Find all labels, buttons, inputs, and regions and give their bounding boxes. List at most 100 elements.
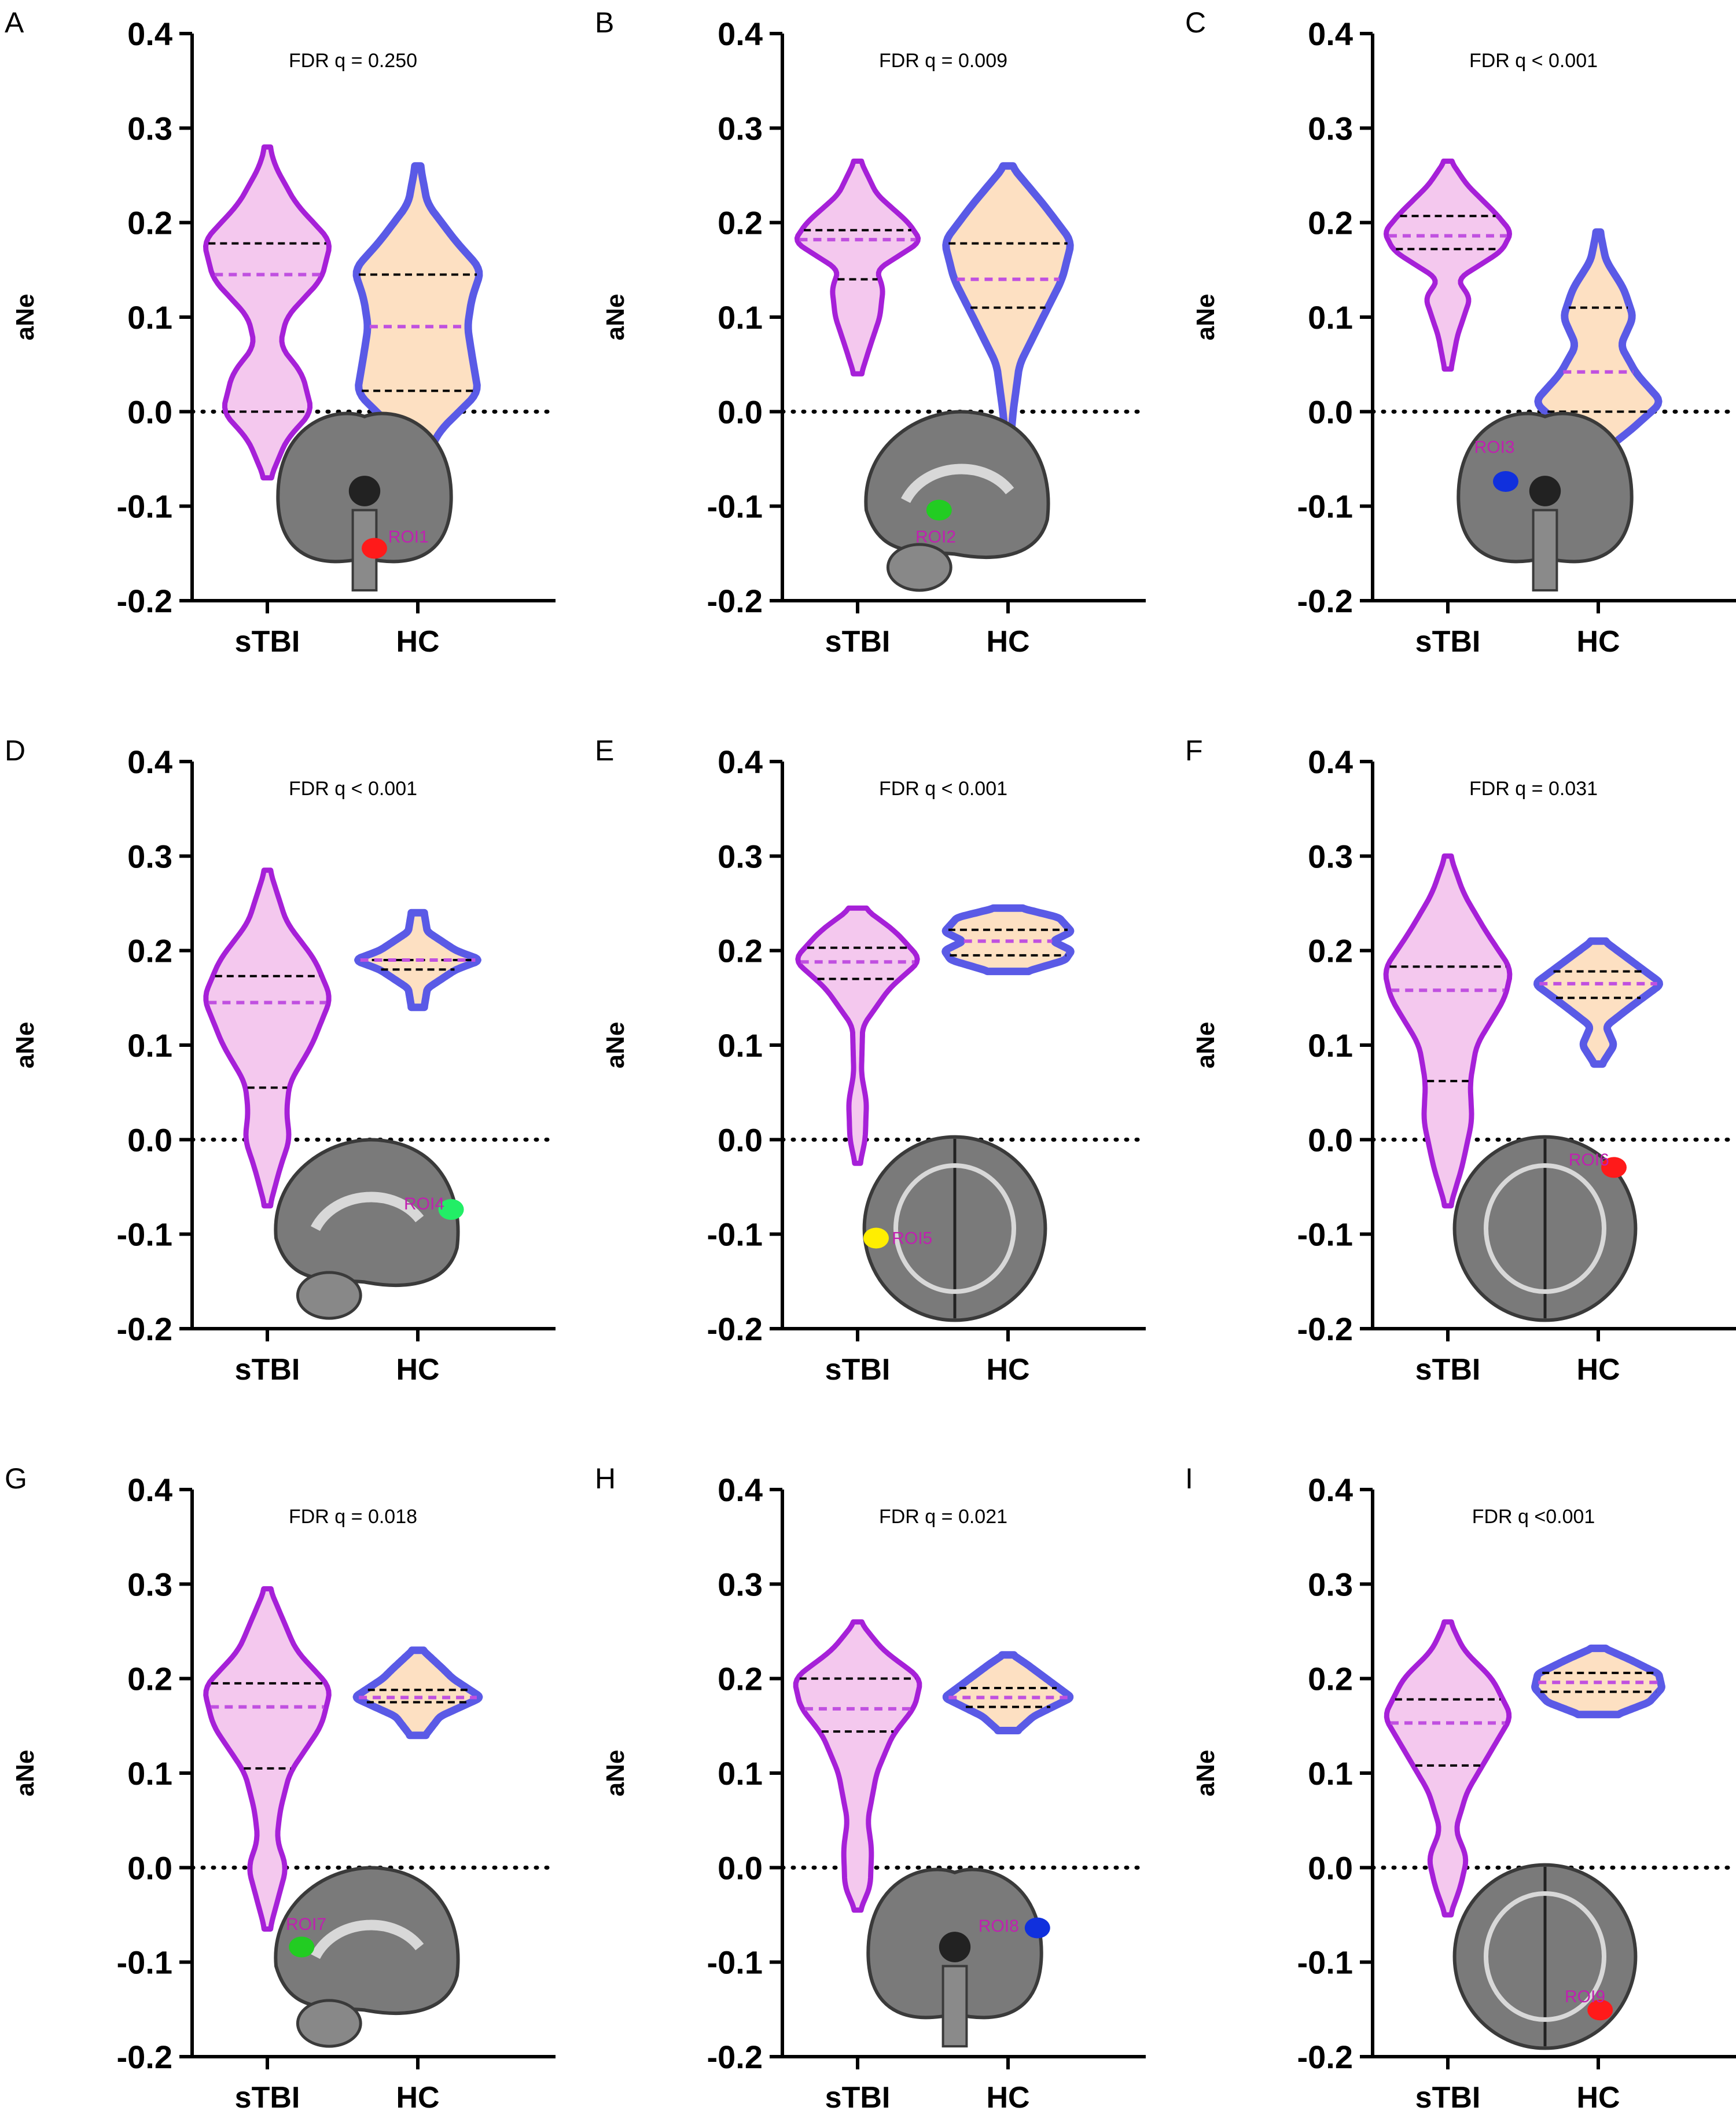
roi-label: ROI5	[892, 1229, 932, 1248]
panel-a: A FDR q = 0.250 0.4 0.3 0.2 0.1 0.0 -0.1 -0.2 aNe…	[5, 6, 558, 659]
y-tick-label: 0.1	[127, 1755, 172, 1792]
violin-body	[203, 144, 332, 481]
y-tick-label: 0.0	[718, 394, 763, 430]
brain-image: ROI2	[864, 410, 1050, 592]
y-tick-label: 0.0	[1308, 1849, 1353, 1886]
corpus-callosum	[311, 1192, 424, 1231]
panel-letter: G	[5, 1462, 27, 1495]
panel-d: D FDR q < 0.001 0.4 0.3 0.2 0.1 0.0 -0.1 -0.2 aNe…	[5, 734, 558, 1387]
violin-hc	[942, 162, 1074, 458]
x-tick-label: HC	[986, 625, 1029, 659]
panel-e: E FDR q < 0.001 0.4 0.3 0.2 0.1 0.0 -0.1 -0.2 aNe…	[595, 734, 1148, 1387]
panel-letter: C	[1185, 6, 1206, 39]
violin-body	[793, 1619, 922, 1913]
y-tick-label: -0.2	[1297, 2039, 1354, 2075]
y-axis-title: aNe	[1191, 1022, 1220, 1069]
y-tick-label: 0.2	[1308, 933, 1353, 969]
violin-body	[1384, 1619, 1512, 1918]
roi-label: ROI2	[915, 528, 956, 547]
violin-stbi	[203, 1586, 332, 1932]
panel-g: G FDR q = 0.018 0.4 0.3 0.2 0.1 0.0 -0.1 -0.2 aNe…	[5, 1462, 558, 2115]
violin-hc	[1534, 228, 1663, 458]
y-tick-label: 0.0	[127, 1121, 172, 1158]
brain-image: ROI1	[276, 411, 453, 592]
roi-region	[289, 1936, 315, 1958]
roi-label: ROI4	[404, 1194, 444, 1214]
y-tick-label: 0.2	[127, 933, 172, 969]
fdr-label: FDR q = 0.009	[879, 50, 1007, 72]
y-tick-label: 0.4	[1308, 744, 1353, 780]
y-tick-label: -0.2	[117, 1311, 173, 1347]
corpus-callosum	[901, 464, 1014, 503]
roi-region	[1493, 471, 1518, 492]
y-tick-label: 0.2	[718, 205, 763, 241]
x-tick-label: HC	[396, 625, 439, 659]
y-tick-label: 0.2	[127, 205, 172, 241]
y-tick-label: -0.1	[117, 1216, 173, 1253]
y-tick-label: -0.2	[1297, 583, 1354, 619]
violin-stbi	[795, 905, 920, 1166]
brain-outline	[864, 410, 1050, 559]
panel-letter: H	[595, 1462, 616, 1495]
violin-body	[352, 162, 483, 472]
x-tick-label: HC	[986, 2081, 1029, 2115]
roi-label: ROI3	[1474, 438, 1515, 457]
y-axis-title: aNe	[11, 1750, 39, 1797]
y-tick-label: 0.1	[718, 1027, 763, 1064]
panel-b: B FDR q = 0.009 0.4 0.3 0.2 0.1 0.0 -0.1 -0.2 aNe…	[595, 6, 1148, 659]
roi-region	[1587, 1999, 1613, 2021]
roi-label: ROI6	[1569, 1150, 1609, 1170]
roi-label: ROI8	[979, 1917, 1019, 1936]
y-tick-label: 0.3	[127, 110, 172, 146]
violin-body	[1384, 159, 1512, 372]
y-tick-label: 0.4	[718, 16, 763, 52]
violin-body	[203, 1586, 332, 1932]
roi-region	[926, 499, 952, 521]
roi-label: ROI7	[286, 1915, 326, 1934]
violin-body	[942, 1651, 1074, 1734]
y-tick-label: 0.3	[1308, 838, 1353, 874]
fdr-label: FDR q = 0.250	[289, 50, 417, 72]
violin-body	[203, 867, 332, 1209]
violin-body	[1534, 228, 1663, 458]
x-tick-label: sTBI	[825, 2081, 891, 2115]
x-tick-label: sTBI	[235, 2081, 300, 2115]
panel-letter: E	[595, 734, 614, 767]
fdr-label: FDR q <0.001	[1472, 1506, 1595, 1528]
brain-image: ROI5	[862, 1135, 1047, 1322]
violin-stbi	[203, 144, 332, 481]
corpus-callosum	[311, 1920, 424, 1959]
brainstem	[1532, 509, 1558, 592]
white-matter	[1484, 1891, 1606, 2022]
y-tick-label: 0.2	[718, 933, 763, 969]
y-tick-label: 0.1	[718, 299, 763, 336]
violin-body	[1383, 853, 1513, 1209]
y-axis-title: aNe	[601, 1750, 630, 1797]
y-axis-title: aNe	[1191, 1750, 1220, 1797]
y-tick-label: -0.1	[1297, 1216, 1354, 1253]
x-tick-label: sTBI	[825, 625, 891, 659]
y-tick-label: -0.2	[117, 583, 173, 619]
white-matter	[1484, 1163, 1606, 1294]
violin-body	[352, 1646, 483, 1740]
violin-stbi	[203, 867, 332, 1209]
y-tick-label: 0.3	[718, 1566, 763, 1602]
ventricle	[348, 476, 381, 506]
y-tick-label: -0.1	[117, 488, 173, 525]
violin-hc	[1531, 1644, 1665, 1719]
violin-body	[1533, 937, 1663, 1068]
y-tick-label: -0.2	[707, 1311, 763, 1347]
panel-letter: A	[5, 6, 24, 39]
x-tick-label: sTBI	[235, 1353, 300, 1387]
violin-hc	[352, 1646, 483, 1740]
y-tick-label: 0.3	[1308, 110, 1353, 146]
panel-letter: D	[5, 734, 25, 767]
violin-hc	[941, 904, 1075, 976]
y-tick-label: -0.2	[117, 2039, 173, 2075]
y-tick-label: 0.3	[127, 1566, 172, 1602]
roi-region	[1601, 1157, 1627, 1178]
cerebellum	[296, 1999, 362, 2048]
violin-body	[795, 905, 920, 1166]
cerebellum	[296, 1271, 362, 1320]
